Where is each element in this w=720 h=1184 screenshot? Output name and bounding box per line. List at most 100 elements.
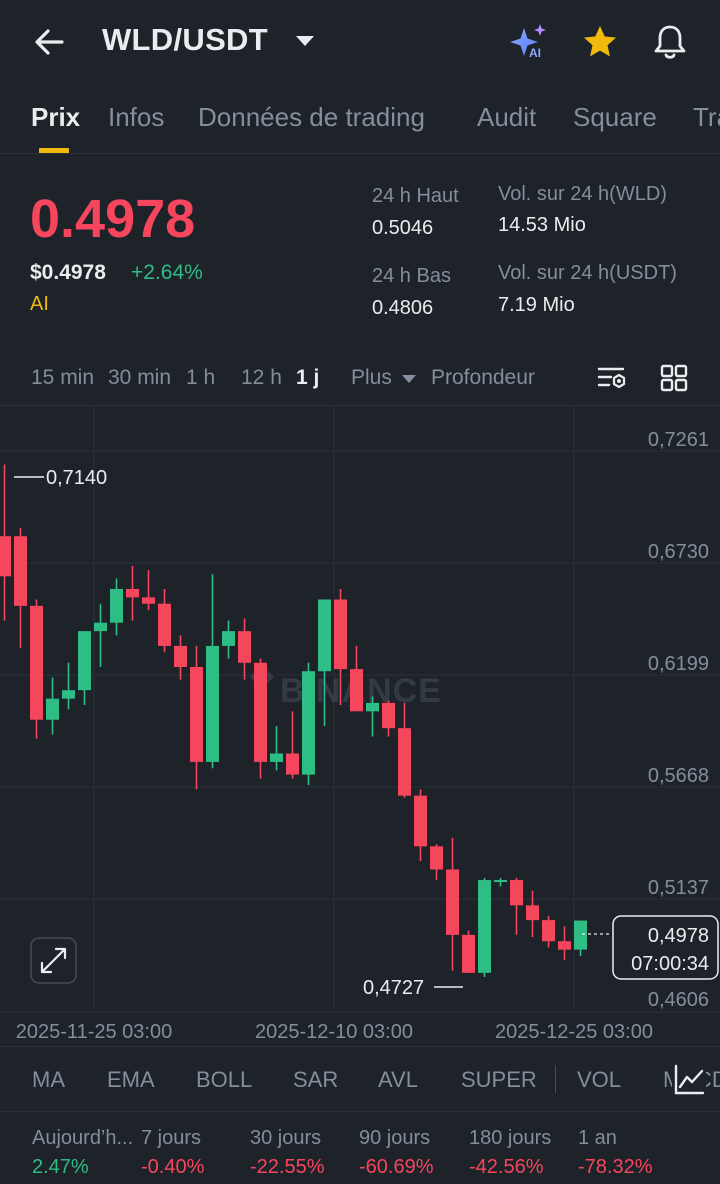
chevron-down-icon[interactable] (402, 375, 416, 383)
candle[interactable] (334, 588, 347, 705)
candle[interactable] (14, 527, 27, 649)
candle[interactable] (510, 877, 523, 935)
chevron-down-icon[interactable] (296, 36, 314, 46)
indicator-boll[interactable]: BOLL (196, 1067, 253, 1092)
candle[interactable] (0, 464, 11, 621)
candle-body (206, 645, 219, 762)
candle[interactable] (62, 662, 75, 710)
candle[interactable] (542, 915, 555, 948)
high-24h-value: 0.5046 (372, 217, 434, 239)
indicator-ema[interactable]: EMA (107, 1067, 155, 1092)
indicator-ma[interactable]: MA (32, 1067, 65, 1092)
depth-tab[interactable]: Profondeur (431, 366, 535, 389)
alerts-button[interactable] (650, 22, 690, 62)
candle[interactable] (382, 700, 395, 737)
indicator-avl[interactable]: AVL (378, 1067, 418, 1092)
candle[interactable] (46, 677, 59, 735)
candle-body (126, 588, 139, 598)
interval-12h[interactable]: 12 h (241, 366, 282, 389)
y-tick-label: 0,6199 (648, 653, 709, 675)
candle[interactable] (414, 789, 427, 862)
expand-icon (40, 947, 67, 974)
candle-body (30, 605, 43, 720)
candle[interactable] (366, 696, 379, 737)
candle-body (0, 536, 11, 577)
indicator-vol[interactable]: VOL (577, 1067, 622, 1092)
candle[interactable] (478, 877, 491, 978)
candle-body (174, 645, 187, 668)
candle[interactable] (254, 658, 267, 779)
tab-infos[interactable]: Infos (108, 102, 165, 132)
y-tick-label: 0,6730 (648, 541, 709, 563)
tab-trading[interactable]: Trading (693, 102, 720, 132)
indicator-settings-button[interactable] (672, 1063, 706, 1097)
tab-square[interactable]: Square (573, 102, 657, 132)
candle[interactable] (398, 702, 411, 798)
interval-30m[interactable]: 30 min (108, 366, 172, 389)
candle[interactable] (110, 578, 123, 636)
low-24h-value: 0.4806 (372, 297, 434, 319)
layout-grid-button[interactable] (658, 362, 690, 394)
candle[interactable] (574, 920, 587, 956)
candle[interactable] (30, 599, 43, 739)
tab-audit[interactable]: Audit (477, 102, 537, 132)
favorite-button[interactable] (580, 22, 620, 62)
candle[interactable] (526, 890, 539, 937)
ai-tag[interactable]: AI (30, 293, 49, 315)
chart-settings-icon (597, 367, 626, 389)
candle-body (350, 669, 363, 712)
back-button[interactable] (30, 22, 70, 62)
candle[interactable] (350, 645, 363, 712)
indicator-super[interactable]: SUPER (461, 1067, 537, 1092)
bell-icon (654, 25, 686, 59)
candle[interactable] (302, 662, 315, 786)
candle[interactable] (286, 711, 299, 779)
candlestick-chart[interactable]: BINANCE 0,72610,67300,61990,56680,51370,… (0, 407, 720, 1044)
candle-body (526, 905, 539, 921)
candle-body (46, 698, 59, 720)
candle-body (62, 690, 75, 699)
interval-15m[interactable]: 15 min (31, 366, 95, 389)
candle[interactable] (222, 620, 235, 659)
candle[interactable] (494, 877, 507, 887)
tab-prix[interactable]: Prix (31, 102, 81, 132)
candle[interactable] (158, 588, 171, 653)
top-bar: WLD/USDT AI (0, 0, 720, 86)
perf-30d-value: -22.55% (250, 1156, 325, 1178)
candle[interactable] (206, 574, 219, 769)
interval-1d[interactable]: 1 j (296, 366, 320, 389)
high-24h-label: 24 h Haut (372, 185, 459, 207)
perf-180d-value: -42.56% (469, 1156, 544, 1178)
ai-assistant-button[interactable]: AI (508, 22, 550, 62)
pair-title[interactable]: WLD/USDT (102, 22, 268, 57)
price-change: +2.64% (131, 261, 203, 284)
interval-more[interactable]: Plus (351, 366, 392, 389)
tab-trading-data[interactable]: Données de trading (198, 102, 425, 132)
candle[interactable] (190, 645, 203, 790)
candle[interactable] (558, 926, 571, 961)
candle[interactable] (126, 565, 139, 621)
candle-body (190, 667, 203, 762)
candle[interactable] (446, 837, 459, 971)
candle[interactable] (430, 844, 443, 881)
chart-settings-button[interactable] (596, 362, 628, 394)
current-price-label: 0,4978 (648, 925, 709, 947)
indicator-sar[interactable]: SAR (293, 1067, 339, 1092)
candle-body (14, 536, 27, 606)
chart-svg[interactable]: BINANCE 0,72610,67300,61990,56680,51370,… (0, 407, 720, 1044)
candle[interactable] (94, 603, 107, 668)
candle[interactable] (238, 618, 251, 680)
fullscreen-button[interactable] (30, 937, 77, 984)
candle-body (414, 795, 427, 847)
candle[interactable] (78, 631, 91, 705)
interval-1h[interactable]: 1 h (186, 366, 216, 389)
candle-body (238, 631, 251, 663)
current-price-box[interactable] (612, 915, 719, 980)
low-24h-label: 24 h Bas (372, 265, 451, 287)
y-tick-label: 0,7261 (648, 429, 709, 451)
candle[interactable] (174, 635, 187, 680)
candle[interactable] (462, 930, 475, 973)
candle[interactable] (318, 599, 331, 727)
candle[interactable] (270, 726, 283, 771)
candle[interactable] (142, 569, 155, 611)
